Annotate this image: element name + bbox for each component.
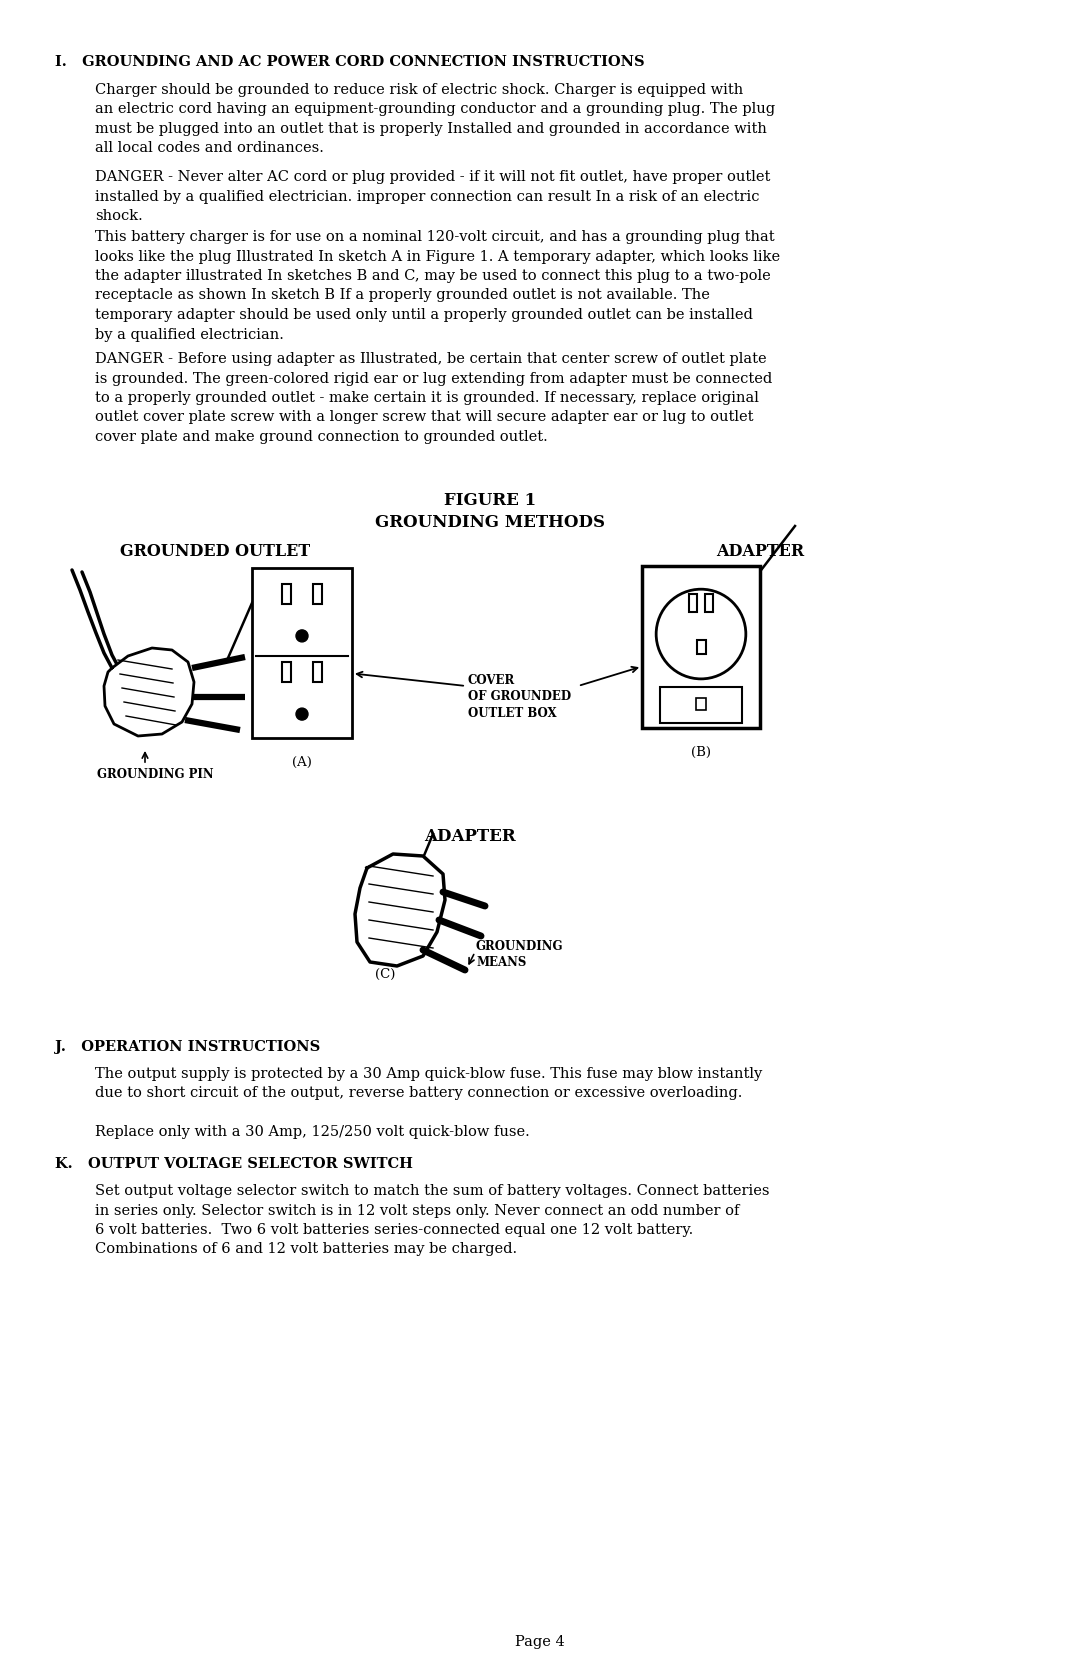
- Text: DANGER - Before using adapter as Illustrated, be certain that center screw of ou: DANGER - Before using adapter as Illustr…: [95, 352, 772, 444]
- Text: GROUNDING
MEANS: GROUNDING MEANS: [476, 940, 564, 970]
- Bar: [282, 584, 291, 604]
- Bar: [660, 688, 742, 723]
- Circle shape: [296, 708, 308, 719]
- Bar: [696, 698, 706, 709]
- Text: GROUNDING METHODS: GROUNDING METHODS: [375, 514, 605, 531]
- Bar: [313, 584, 322, 604]
- Bar: [689, 594, 697, 613]
- Text: GROUNDING PIN: GROUNDING PIN: [97, 768, 214, 781]
- Polygon shape: [355, 855, 445, 966]
- Text: J.   OPERATION INSTRUCTIONS: J. OPERATION INSTRUCTIONS: [55, 1040, 321, 1055]
- Text: I.   GROUNDING AND AC POWER CORD CONNECTION INSTRUCTIONS: I. GROUNDING AND AC POWER CORD CONNECTIO…: [55, 55, 645, 68]
- Bar: [697, 639, 705, 654]
- Text: COVER
OF GROUNDED
OUTLET BOX: COVER OF GROUNDED OUTLET BOX: [468, 674, 571, 719]
- Circle shape: [657, 589, 746, 679]
- Circle shape: [296, 629, 308, 643]
- Text: ADAPTER: ADAPTER: [716, 542, 805, 561]
- Text: (A): (A): [292, 756, 312, 769]
- Text: The output supply is protected by a 30 Amp quick-blow fuse. This fuse may blow i: The output supply is protected by a 30 A…: [95, 1066, 762, 1100]
- Bar: [642, 566, 760, 728]
- Bar: [252, 567, 352, 738]
- Text: (C): (C): [375, 968, 395, 981]
- Text: Charger should be grounded to reduce risk of electric shock. Charger is equipped: Charger should be grounded to reduce ris…: [95, 83, 775, 155]
- Text: GROUNDED OUTLET: GROUNDED OUTLET: [120, 542, 310, 561]
- Text: Page 4: Page 4: [515, 1636, 565, 1649]
- Text: K.   OUTPUT VOLTAGE SELECTOR SWITCH: K. OUTPUT VOLTAGE SELECTOR SWITCH: [55, 1157, 413, 1172]
- Text: Replace only with a 30 Amp, 125/250 volt quick-blow fuse.: Replace only with a 30 Amp, 125/250 volt…: [95, 1125, 530, 1138]
- Text: DANGER - Never alter AC cord or plug provided - if it will not fit outlet, have : DANGER - Never alter AC cord or plug pro…: [95, 170, 770, 224]
- Bar: [705, 594, 713, 613]
- Bar: [313, 663, 322, 683]
- Polygon shape: [104, 648, 194, 736]
- Text: This battery charger is for use on a nominal 120-volt circuit, and has a groundi: This battery charger is for use on a nom…: [95, 230, 780, 342]
- Text: Set output voltage selector switch to match the sum of battery voltages. Connect: Set output voltage selector switch to ma…: [95, 1183, 769, 1257]
- Text: (B): (B): [691, 746, 711, 759]
- Text: ADAPTER: ADAPTER: [424, 828, 516, 845]
- Text: FIGURE 1: FIGURE 1: [444, 492, 536, 509]
- Bar: [282, 663, 291, 683]
